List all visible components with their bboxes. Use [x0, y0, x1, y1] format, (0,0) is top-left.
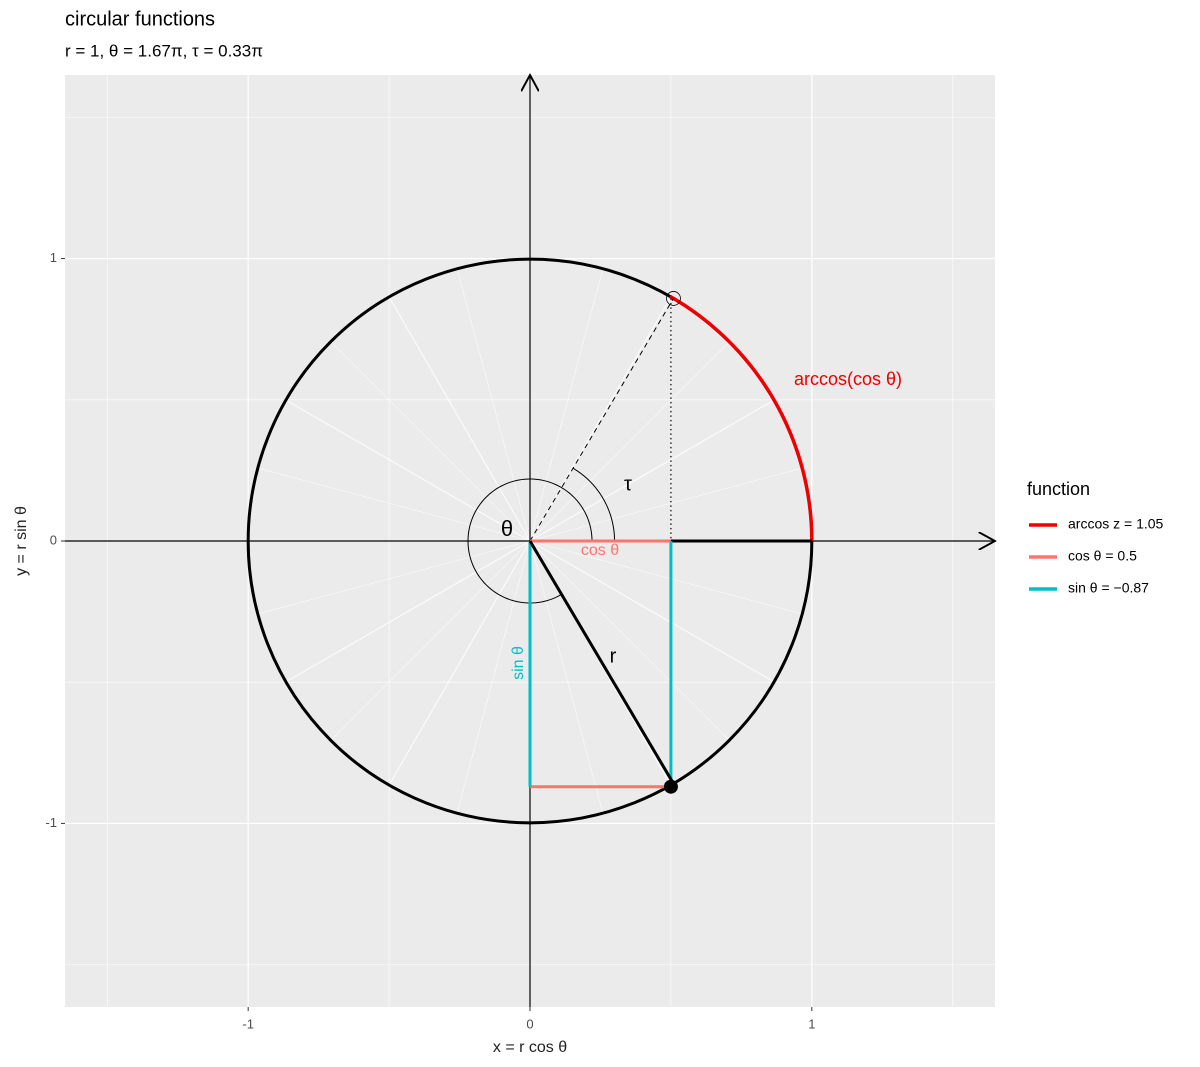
x-axis-label: x = r cos θ — [493, 1039, 567, 1056]
y-tick-label: 0 — [50, 532, 57, 547]
spoke — [529, 399, 775, 542]
spoke — [529, 540, 604, 814]
theta-arc — [467, 478, 593, 604]
x-tick-label: -1 — [242, 1016, 254, 1031]
tau-point — [666, 291, 681, 306]
legend-label: sin θ = −0.87 — [1068, 580, 1149, 596]
spoke — [388, 296, 531, 542]
legend-title: function — [1027, 479, 1090, 499]
spoke — [529, 540, 803, 615]
tau-annotation: τ — [624, 473, 632, 495]
spoke — [330, 540, 531, 741]
spoke — [285, 399, 531, 542]
radius — [528, 540, 675, 785]
y-axis-label: y = r sin θ — [13, 506, 30, 576]
spoke — [529, 467, 803, 542]
spoke — [529, 341, 730, 542]
chart-title: circular functions — [65, 8, 215, 30]
spoke — [529, 540, 730, 741]
tau-ray — [529, 298, 674, 542]
y-tick-label: 1 — [50, 250, 57, 265]
r-annotation: r — [610, 645, 617, 667]
spoke — [529, 540, 775, 683]
spoke — [257, 467, 531, 542]
legend-label: cos θ = 0.5 — [1068, 548, 1137, 564]
spoke — [456, 268, 531, 542]
spoke — [529, 268, 604, 542]
sin-annotation: sin θ — [510, 646, 527, 680]
theta-annotation: θ — [501, 516, 513, 541]
x-tick-label: 0 — [526, 1016, 533, 1031]
x-tick-label: 1 — [808, 1016, 815, 1031]
spoke — [330, 341, 531, 542]
y-tick-label: -1 — [45, 815, 57, 830]
tau-arc — [572, 467, 616, 542]
spoke — [456, 540, 531, 814]
point — [663, 779, 678, 794]
spoke — [257, 540, 531, 615]
legend-label: arccos z = 1.05 — [1068, 516, 1164, 532]
spoke — [388, 540, 531, 786]
cos-annotation: cos θ — [581, 542, 619, 559]
spoke — [285, 540, 531, 683]
arc-annotation: arccos(cos θ) — [794, 369, 902, 389]
chart-subtitle: r = 1, θ = 1.67π, τ = 0.33π — [65, 41, 263, 60]
arccos-arc — [669, 295, 814, 542]
